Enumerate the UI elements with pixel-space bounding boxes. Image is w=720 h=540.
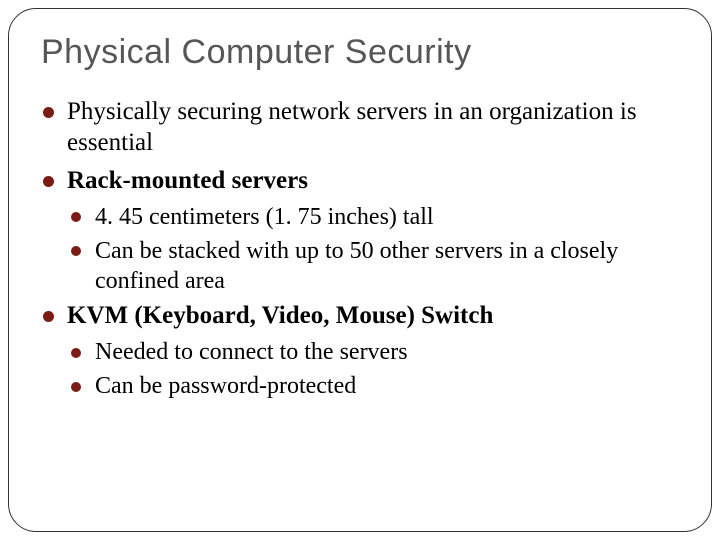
list-item-text: Can be password-protected: [95, 373, 356, 399]
list-item: Can be stacked with up to 50 other serve…: [69, 236, 679, 296]
list-item-text: Needed to connect to the servers: [95, 339, 408, 365]
list-item: Can be password-protected: [69, 371, 679, 401]
list-item-text: Can be stacked with up to 50 other serve…: [95, 238, 618, 294]
list-item-text: 4. 45 centimeters (1. 75 inches) tall: [95, 204, 434, 230]
list-item-text: KVM (Keyboard, Video, Mouse) Switch: [67, 302, 493, 329]
bullet-list: Physically securing network servers in a…: [41, 96, 679, 401]
list-item: Rack-mounted servers: [41, 165, 679, 196]
list-item: Physically securing network servers in a…: [41, 96, 679, 159]
list-item-text: Rack-mounted servers: [67, 167, 308, 194]
list-item: 4. 45 centimeters (1. 75 inches) tall: [69, 202, 679, 232]
list-item: Needed to connect to the servers: [69, 337, 679, 367]
slide-title: Physical Computer Security: [41, 33, 679, 72]
list-item-text: Physically securing network servers in a…: [67, 98, 637, 156]
list-item: KVM (Keyboard, Video, Mouse) Switch: [41, 300, 679, 331]
slide-frame: Physical Computer Security Physically se…: [8, 8, 712, 532]
